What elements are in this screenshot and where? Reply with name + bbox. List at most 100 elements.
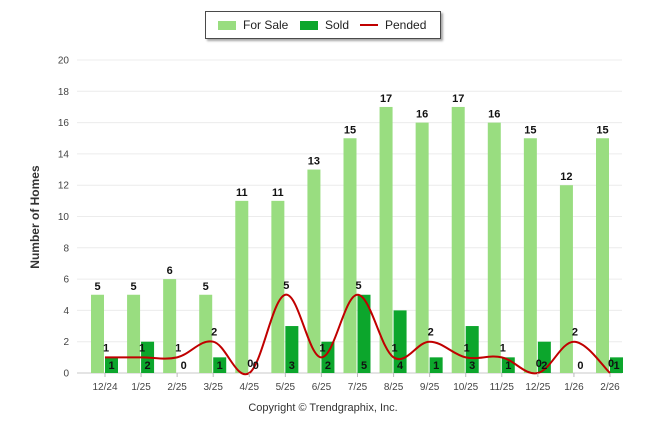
legend-item-sold[interactable]: Sold xyxy=(300,12,349,38)
data-label-pended: 2 xyxy=(428,327,434,339)
data-label-sold: 1 xyxy=(217,360,223,372)
legend-item-for-sale[interactable]: For Sale xyxy=(218,12,288,38)
data-label-for-sale: 11 xyxy=(236,187,248,199)
data-label-pended: 0 xyxy=(608,358,614,370)
data-label-for-sale: 17 xyxy=(380,93,392,105)
line-pended xyxy=(105,293,611,376)
bar-sold xyxy=(465,326,479,373)
bar-sold xyxy=(610,357,623,373)
x-tick-label: 6/25 xyxy=(312,382,332,393)
legend-label-for-sale: For Sale xyxy=(243,18,289,32)
bar-for-sale xyxy=(379,106,393,373)
bar-for-sale xyxy=(91,294,104,373)
data-label-pended: 1 xyxy=(464,342,470,354)
bar-sold xyxy=(105,357,118,373)
data-label-for-sale: 15 xyxy=(344,124,356,136)
data-label-pended: 1 xyxy=(175,342,181,354)
data-label-for-sale: 17 xyxy=(452,93,464,105)
data-label-sold: 1 xyxy=(613,360,619,372)
x-tick-labels: 12/24 1/25 2/25 3/25 4/25 5/25 6/25 7/25 8/25 9/2… xyxy=(92,373,620,393)
data-label-pended: 1 xyxy=(392,342,398,354)
data-label-pended: 5 xyxy=(283,280,289,292)
data-label-sold: 1 xyxy=(505,360,511,372)
y-tick-label: 18 xyxy=(58,87,70,98)
bar-series xyxy=(91,106,623,373)
y-axis-label: Number of Homes xyxy=(28,165,42,269)
y-tick-label: 20 xyxy=(58,56,70,67)
data-label-pended: 1 xyxy=(139,342,145,354)
y-tick-label: 12 xyxy=(58,181,70,192)
data-label-sold: 1 xyxy=(433,360,439,372)
bar-for-sale xyxy=(199,294,213,373)
x-tick-label: 3/25 xyxy=(203,382,223,393)
y-tick-label: 14 xyxy=(58,149,70,160)
data-label-sold: 1 xyxy=(108,360,114,372)
data-label-pended: 2 xyxy=(572,327,578,339)
y-tick-label: 8 xyxy=(63,243,69,254)
data-label-for-sale: 5 xyxy=(203,281,209,293)
x-tick-label: 10/25 xyxy=(453,382,478,393)
bar-for-sale xyxy=(523,138,537,373)
legend: For Sale Sold Pended xyxy=(205,11,441,39)
bar-for-sale xyxy=(343,138,357,373)
data-label-sold: 2 xyxy=(145,360,151,372)
legend-swatch-for-sale xyxy=(218,20,236,30)
x-tick-label: 2/26 xyxy=(600,382,620,393)
x-tick-label: 8/25 xyxy=(384,382,404,393)
x-tick-label: 2/25 xyxy=(167,382,187,393)
bar-sold xyxy=(321,341,335,373)
data-label-for-sale: 11 xyxy=(272,187,284,199)
data-label-sold: 4 xyxy=(397,360,404,372)
data-label-sold: 0 xyxy=(181,360,187,372)
y-tick-label: 10 xyxy=(58,212,70,223)
data-label-pended: 2 xyxy=(211,327,217,339)
copyright-text: Copyright © Trendgraphix, Inc. xyxy=(248,402,398,414)
data-label-for-sale: 15 xyxy=(524,124,536,136)
data-label-sold: 5 xyxy=(361,360,367,372)
data-label-for-sale: 5 xyxy=(94,281,100,293)
bar-sold xyxy=(357,294,371,373)
x-tick-label: 12/24 xyxy=(92,382,117,393)
line-series xyxy=(104,293,611,376)
data-label-pended: 0 xyxy=(536,358,542,370)
data-label-for-sale: 6 xyxy=(167,265,173,277)
data-label-sold: 3 xyxy=(289,360,295,372)
data-label-for-sale: 12 xyxy=(560,171,572,183)
data-label-pended: 1 xyxy=(103,342,109,354)
x-tick-label: 4/25 xyxy=(240,382,260,393)
data-label-sold: 2 xyxy=(541,360,547,372)
data-label-for-sale: 5 xyxy=(131,281,137,293)
y-tick-label: 16 xyxy=(58,118,70,129)
x-tick-label: 1/26 xyxy=(564,382,584,393)
data-label-pended: 5 xyxy=(355,280,361,292)
y-tick-label: 2 xyxy=(63,337,69,348)
y-tick-labels: 0 2 4 6 8 10 12 14 16 18 20 xyxy=(58,56,70,380)
legend-label-pended: Pended xyxy=(385,18,427,32)
data-label-for-sale: 13 xyxy=(308,156,320,168)
data-label-pended: 1 xyxy=(500,342,506,354)
data-label-sold: 3 xyxy=(469,360,475,372)
y-tick-label: 0 xyxy=(63,369,69,380)
bar-for-sale xyxy=(271,200,285,373)
x-tick-label: 5/25 xyxy=(276,382,296,393)
x-tick-label: 9/25 xyxy=(420,382,440,393)
legend-item-pended[interactable]: Pended xyxy=(360,12,426,38)
bar-for-sale xyxy=(559,185,573,373)
bar-sold xyxy=(213,357,227,373)
bar-for-sale xyxy=(235,200,249,373)
data-label-sold: 2 xyxy=(325,360,331,372)
data-label-sold: 0 xyxy=(253,360,259,372)
bar-for-sale xyxy=(451,106,465,373)
x-tick-label: 7/25 xyxy=(348,382,368,393)
bar-for-sale xyxy=(487,122,501,373)
bar-for-sale xyxy=(163,279,177,373)
bar-for-sale xyxy=(307,169,321,373)
bar-sold xyxy=(429,357,443,373)
data-label-for-sale: 15 xyxy=(596,124,608,136)
x-tick-label: 1/25 xyxy=(131,382,151,393)
y-tick-label: 4 xyxy=(63,306,69,317)
x-tick-label: 11/25 xyxy=(490,382,515,393)
bar-for-sale xyxy=(415,122,429,373)
data-labels: 5115216015121100113513211555174116121731… xyxy=(94,93,619,372)
